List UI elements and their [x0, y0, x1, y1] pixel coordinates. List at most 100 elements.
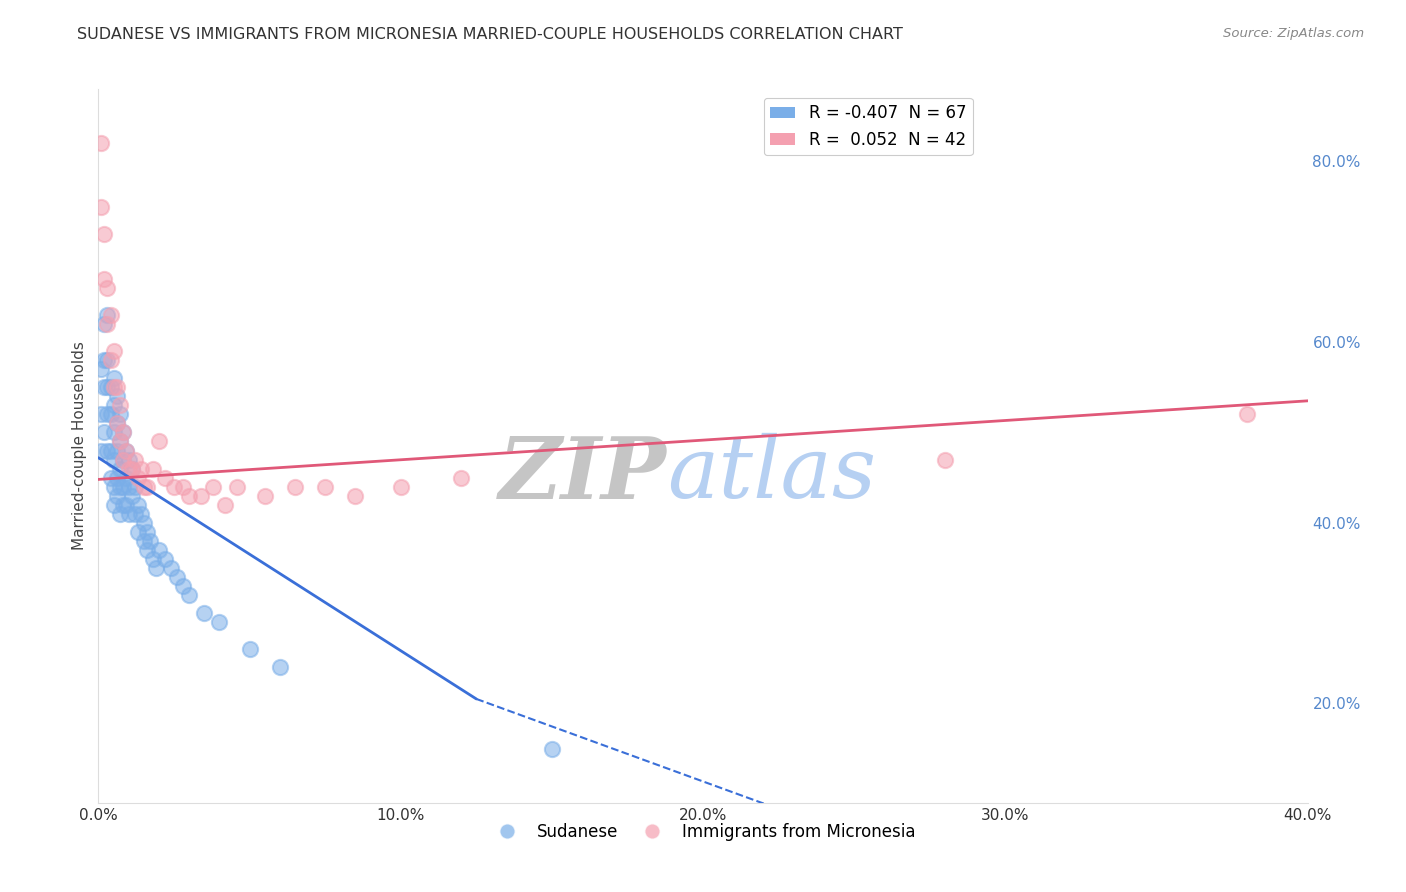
Point: [105, 417, 128, 431]
Point: [103, 425, 125, 440]
Point: [103, 480, 125, 494]
Point: [103, 380, 125, 394]
Point: [103, 371, 125, 385]
Point: [153, 552, 176, 566]
Point: [121, 489, 143, 503]
Point: [284, 480, 307, 494]
Point: [121, 461, 143, 475]
Point: [111, 425, 134, 440]
Point: [118, 507, 141, 521]
Point: [100, 380, 122, 394]
Point: [114, 443, 136, 458]
Point: [93, 380, 115, 394]
Point: [100, 443, 122, 458]
Point: [108, 480, 131, 494]
Point: [100, 470, 122, 484]
Point: [145, 561, 167, 575]
Point: [135, 480, 157, 494]
Point: [142, 552, 165, 566]
Point: [269, 660, 291, 674]
Point: [100, 353, 122, 368]
Point: [108, 461, 131, 475]
Point: [96, 317, 118, 331]
Point: [105, 489, 128, 503]
Point: [124, 480, 146, 494]
Point: [202, 480, 225, 494]
Point: [96, 353, 118, 368]
Point: [103, 498, 125, 512]
Point: [132, 533, 155, 548]
Text: Source: ZipAtlas.com: Source: ZipAtlas.com: [1223, 27, 1364, 40]
Point: [118, 461, 141, 475]
Point: [135, 524, 157, 539]
Point: [132, 516, 155, 530]
Point: [139, 533, 162, 548]
Point: [103, 398, 125, 412]
Point: [934, 452, 956, 467]
Point: [100, 408, 122, 422]
Y-axis label: Married-couple Households: Married-couple Households: [72, 342, 87, 550]
Point: [190, 489, 212, 503]
Point: [105, 389, 128, 403]
Point: [90, 136, 112, 151]
Text: atlas: atlas: [666, 434, 876, 516]
Point: [129, 461, 152, 475]
Point: [90, 362, 112, 376]
Point: [103, 344, 125, 359]
Point: [172, 579, 194, 593]
Point: [114, 443, 136, 458]
Point: [148, 434, 170, 449]
Point: [127, 524, 149, 539]
Point: [114, 470, 136, 484]
Point: [96, 281, 118, 295]
Point: [344, 489, 367, 503]
Point: [93, 317, 115, 331]
Point: [1236, 408, 1258, 422]
Point: [96, 443, 118, 458]
Point: [129, 507, 152, 521]
Point: [239, 642, 262, 657]
Point: [160, 561, 183, 575]
Point: [214, 498, 236, 512]
Point: [103, 452, 125, 467]
Point: [96, 308, 118, 322]
Point: [111, 452, 134, 467]
Point: [314, 480, 336, 494]
Point: [96, 408, 118, 422]
Point: [100, 308, 122, 322]
Point: [96, 380, 118, 394]
Point: [105, 470, 128, 484]
Point: [118, 480, 141, 494]
Point: [142, 461, 165, 475]
Point: [90, 200, 112, 214]
Point: [124, 507, 146, 521]
Point: [111, 498, 134, 512]
Point: [108, 398, 131, 412]
Point: [540, 741, 562, 756]
Point: [118, 452, 141, 467]
Point: [148, 542, 170, 557]
Point: [193, 606, 215, 620]
Point: [127, 470, 149, 484]
Point: [93, 272, 115, 286]
Point: [93, 425, 115, 440]
Text: ZIP: ZIP: [499, 433, 666, 516]
Point: [132, 480, 155, 494]
Point: [111, 452, 134, 467]
Point: [108, 408, 131, 422]
Point: [226, 480, 249, 494]
Point: [172, 480, 194, 494]
Point: [108, 434, 131, 449]
Point: [389, 480, 412, 494]
Point: [111, 425, 134, 440]
Point: [179, 489, 201, 503]
Legend: Sudanese, Immigrants from Micronesia: Sudanese, Immigrants from Micronesia: [484, 817, 922, 848]
Point: [105, 443, 128, 458]
Point: [153, 470, 176, 484]
Point: [135, 542, 157, 557]
Point: [179, 588, 201, 602]
Point: [166, 570, 188, 584]
Point: [124, 452, 146, 467]
Point: [108, 507, 131, 521]
Point: [121, 461, 143, 475]
